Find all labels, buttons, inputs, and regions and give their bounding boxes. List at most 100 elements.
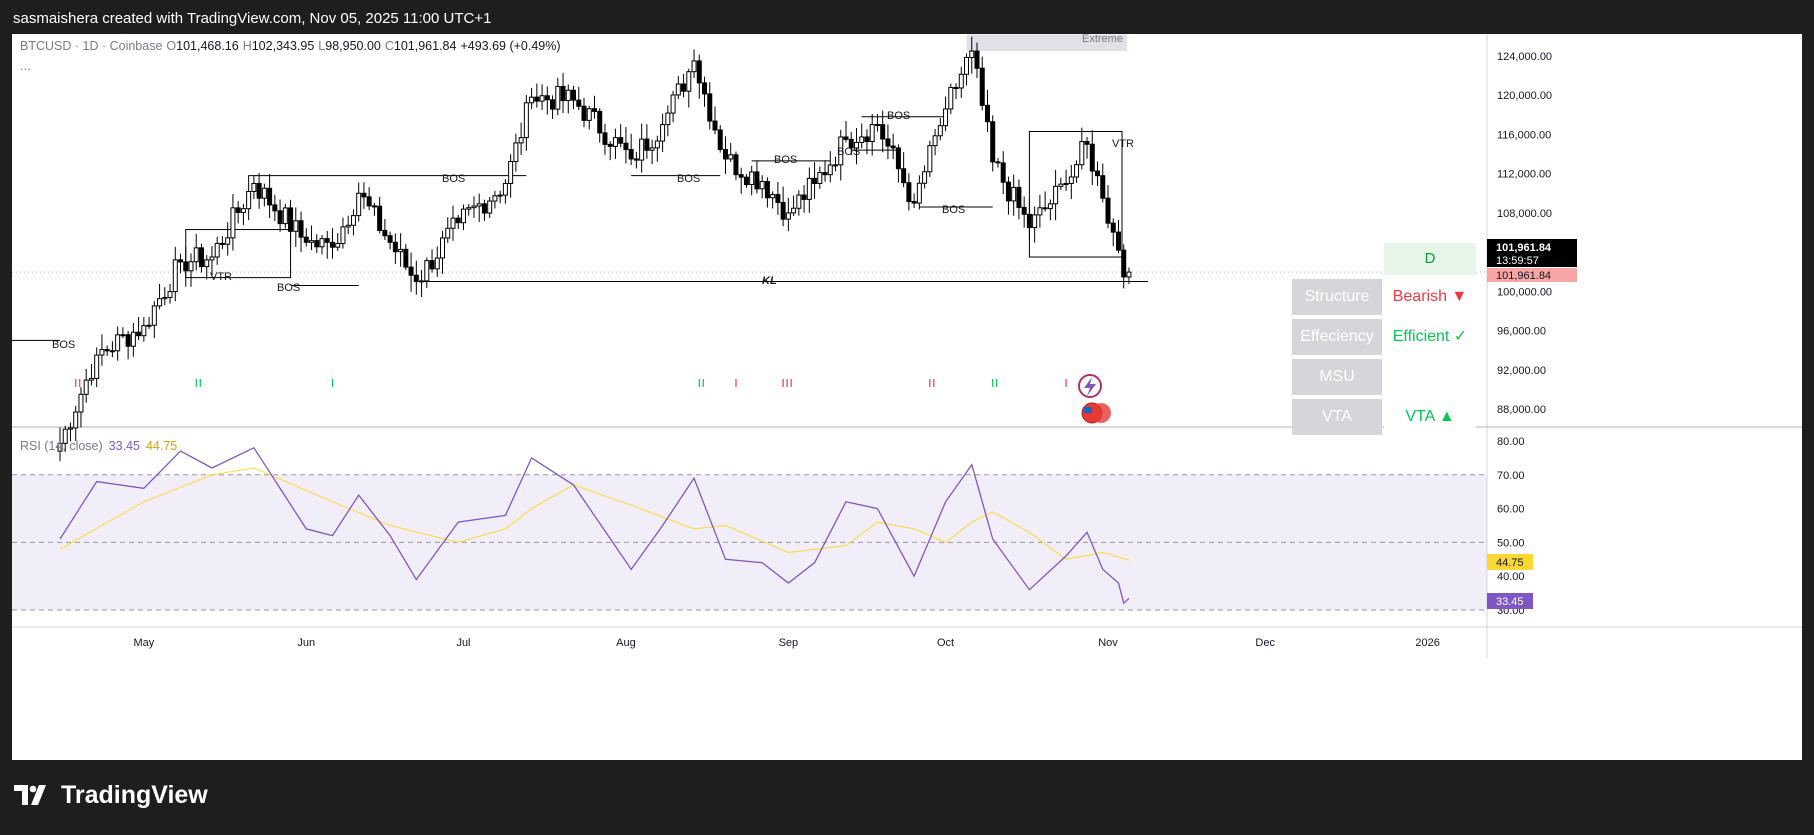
candle-body xyxy=(702,82,708,95)
candle-body xyxy=(1126,271,1132,278)
candle-body xyxy=(340,226,346,244)
candle-body xyxy=(267,187,273,206)
panel-row-value xyxy=(1384,359,1476,395)
candle-body xyxy=(1016,186,1022,208)
candle-body xyxy=(612,137,618,147)
candle-body xyxy=(235,207,241,213)
candle-body xyxy=(67,427,73,430)
candle-body xyxy=(398,248,404,253)
candle-body xyxy=(1058,183,1064,187)
rsi-legend-label: RSI (14, close) xyxy=(20,439,103,453)
candle-body xyxy=(230,207,236,239)
bos-label: BOS xyxy=(887,110,910,122)
candle-body xyxy=(749,171,755,186)
candle-body xyxy=(1110,222,1116,233)
brand-label: TradingView xyxy=(60,780,208,809)
candle-body xyxy=(1000,162,1006,183)
candle-body xyxy=(623,142,629,151)
bos-label: BOS xyxy=(677,173,700,185)
candle-body xyxy=(644,138,650,151)
candle-body xyxy=(387,235,393,243)
candle-body xyxy=(675,83,681,96)
candle-body xyxy=(298,220,304,238)
bos-label: BOS xyxy=(774,154,797,166)
candle-body xyxy=(591,108,597,112)
candle-body xyxy=(371,205,377,208)
candle-body xyxy=(770,194,776,199)
chart-caption-bar: sasmaishera created with TradingView.com… xyxy=(0,0,1814,34)
candle-body xyxy=(481,203,487,214)
candle-body xyxy=(1079,141,1085,166)
rsi-tag-bg xyxy=(1487,593,1533,609)
candle-body xyxy=(136,331,142,337)
candle-body xyxy=(83,379,89,395)
candle-body xyxy=(115,334,121,352)
candle-body xyxy=(99,349,105,356)
bos-label: BOS xyxy=(277,282,300,294)
legend-o-label: O xyxy=(166,39,176,53)
candle-body xyxy=(565,89,571,102)
candle-body xyxy=(392,241,398,253)
time-tick-label: May xyxy=(133,637,154,649)
candle-body xyxy=(445,227,451,239)
chart-svg[interactable]: 124,000.00 120,000.00 116,000.00 112,000.00… xyxy=(12,34,1802,658)
candle-body xyxy=(1047,203,1053,210)
kl-label: KL xyxy=(762,275,777,287)
rsi-legend-value: 33.45 xyxy=(109,439,140,453)
candle-body xyxy=(586,108,592,121)
candle-body xyxy=(157,298,163,307)
candle-body xyxy=(434,257,440,270)
time-tick-label: Jun xyxy=(297,637,315,649)
candle-body xyxy=(309,240,315,243)
candle-body xyxy=(806,177,812,200)
candle-body xyxy=(880,124,886,140)
candle-body xyxy=(911,201,917,204)
candle-body xyxy=(466,207,472,210)
candle-body xyxy=(597,110,603,134)
candle-body xyxy=(460,208,466,224)
candle-body xyxy=(539,95,545,102)
candle-body xyxy=(1032,214,1038,229)
candle-body xyxy=(345,224,351,228)
rsi-tick-label: 80.00 xyxy=(1497,436,1525,448)
chart-frame: 124,000.00 120,000.00 116,000.00 112,000.00… xyxy=(12,34,1802,760)
candle-body xyxy=(178,259,184,263)
panel-row-label: Effeciency xyxy=(1292,319,1382,355)
candle-body xyxy=(916,182,922,204)
close-price-tag: 101,961.84 xyxy=(1496,270,1551,282)
candle-body xyxy=(922,171,928,184)
flag-canton xyxy=(1084,407,1092,413)
candle-body xyxy=(188,261,194,272)
candle-body xyxy=(1089,143,1095,172)
candle-body xyxy=(162,296,168,300)
legend-c-label: C xyxy=(385,39,394,53)
last-price-tag-bg xyxy=(1487,239,1577,267)
candle-body xyxy=(350,215,356,226)
panel-row-label: Structure xyxy=(1292,279,1382,315)
candle-body xyxy=(1063,182,1069,185)
candle-body xyxy=(906,182,912,203)
candle-body xyxy=(581,105,587,121)
candle-body xyxy=(848,138,854,149)
candle-body xyxy=(382,229,388,237)
candle-body xyxy=(785,212,791,220)
candle-body xyxy=(822,172,828,176)
candle-body xyxy=(764,181,770,199)
candle-body xyxy=(859,136,865,143)
bos-label: BOS xyxy=(52,339,75,351)
legend-c-value: 101,961.84 xyxy=(394,39,457,53)
chart-caption: sasmaishera created with TradingView.com… xyxy=(13,10,492,27)
candle-body xyxy=(450,217,456,229)
candle-body xyxy=(948,87,954,110)
candle-body xyxy=(219,242,225,245)
candle-body xyxy=(932,135,938,147)
price-tick-label: 124,000.00 xyxy=(1497,51,1552,63)
candle-body xyxy=(1115,231,1121,251)
candle-body xyxy=(1068,176,1074,184)
event-us-flag-icon-2 xyxy=(1091,403,1111,423)
panel-row-value: Bearish ▼ xyxy=(1384,279,1476,315)
candle-body xyxy=(193,247,199,263)
candle-body xyxy=(691,60,697,73)
candle-body xyxy=(639,138,645,161)
candle-body xyxy=(408,266,414,276)
